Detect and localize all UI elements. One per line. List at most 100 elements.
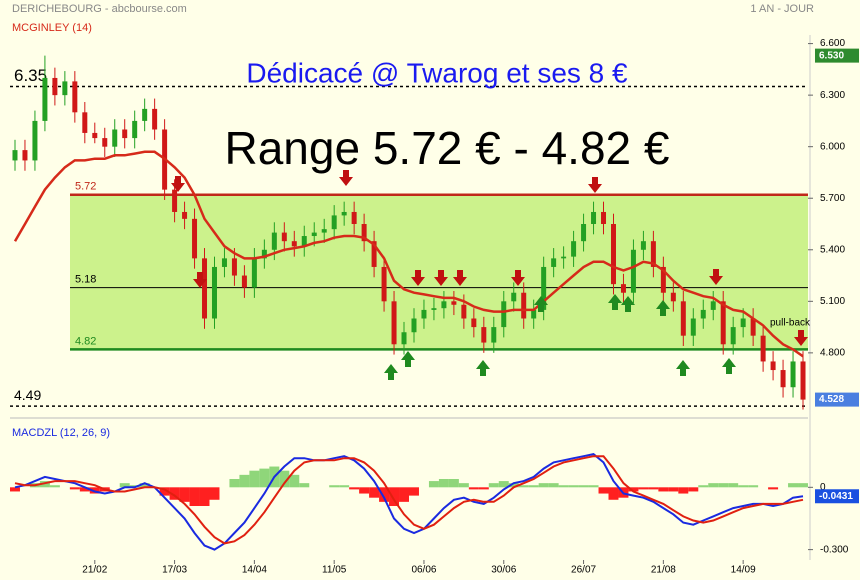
histogram-bar <box>119 483 130 488</box>
annotation: Dédicacé @ Twarog et ses 8 € <box>246 57 628 88</box>
candle-body <box>102 138 108 147</box>
candle-body <box>730 327 736 345</box>
candle-body <box>251 258 257 288</box>
histogram-bar <box>179 487 190 502</box>
price-marker <box>815 489 859 504</box>
histogram-bar <box>488 483 499 488</box>
candle-body <box>32 120 38 161</box>
histogram-bar <box>458 483 469 488</box>
candle-body <box>52 77 58 96</box>
annotation: Range 5.72 € - 4.82 € <box>225 122 670 174</box>
histogram-bar <box>528 485 539 488</box>
x-tick-label: 06/06 <box>411 565 436 576</box>
x-tick-label: 21/08 <box>651 565 676 576</box>
price-marker-label: 6.530 <box>819 50 844 61</box>
candle-body <box>132 120 138 139</box>
candle-body <box>182 211 188 219</box>
y-tick-label: 4.800 <box>820 348 845 359</box>
candle-body <box>291 241 297 247</box>
candle-body <box>12 150 18 161</box>
candle-body <box>381 266 387 302</box>
histogram-bar <box>399 487 409 502</box>
y-tick-label: -0.300 <box>820 544 849 555</box>
candle-body <box>461 304 467 319</box>
histogram-bar <box>49 485 60 488</box>
candle-body <box>331 215 337 230</box>
histogram-bar <box>668 487 679 492</box>
candle-body <box>401 332 407 345</box>
candle-body <box>800 361 806 400</box>
candle-body <box>172 189 178 212</box>
candle-body <box>62 81 68 96</box>
histogram-bar <box>438 479 449 488</box>
level-label: 6.35 <box>14 66 47 85</box>
histogram-bar <box>169 487 180 500</box>
candle-body <box>321 229 327 233</box>
y-tick-label: 0 <box>820 482 826 493</box>
candle-body <box>591 211 597 224</box>
histogram-bar <box>748 485 759 488</box>
price-marker-label: -0.0431 <box>819 491 853 502</box>
candle-body <box>211 266 217 319</box>
histogram-bar <box>159 487 170 496</box>
up-arrow <box>676 360 690 376</box>
histogram-bar <box>299 483 310 488</box>
candle-body <box>780 370 786 388</box>
histogram-bar <box>349 487 360 490</box>
level-label: 5.72 <box>75 181 96 193</box>
candle-body <box>531 309 537 319</box>
histogram-bar <box>249 470 260 488</box>
histogram-bar <box>379 487 390 502</box>
histogram-bar <box>10 487 20 492</box>
histogram-bar <box>448 479 459 488</box>
candle-body <box>650 241 656 267</box>
histogram-bar <box>688 487 699 492</box>
level-label: 4.49 <box>14 387 41 403</box>
candle-body <box>511 292 517 302</box>
candle-body <box>770 361 776 371</box>
candle-body <box>451 301 457 305</box>
histogram-bar <box>339 485 350 488</box>
candle-body <box>521 292 527 319</box>
candle-body <box>710 301 716 310</box>
candle-body <box>581 224 587 242</box>
candle-body <box>481 327 487 343</box>
x-tick-label: 26/07 <box>571 565 596 576</box>
candle-body <box>630 249 636 293</box>
candle-body <box>112 129 118 147</box>
histogram-bar <box>239 474 250 488</box>
histogram-bar <box>788 483 799 488</box>
candle-body <box>790 361 796 388</box>
histogram-bar <box>189 487 200 506</box>
annotation: pull-back <box>770 318 811 329</box>
candle-body <box>640 241 646 250</box>
histogram-bar <box>329 485 340 488</box>
price-marker-label: 4.528 <box>819 394 844 405</box>
line-series <box>14 453 804 551</box>
histogram-bar <box>518 485 529 488</box>
x-tick-label: 11/05 <box>322 565 347 576</box>
panel-title: MACDZL (12, 26, 9) <box>12 427 110 439</box>
histogram-bar <box>209 487 220 500</box>
price-marker <box>815 392 859 407</box>
candle-body <box>431 308 437 310</box>
histogram-bar <box>548 483 559 488</box>
y-tick-label: 6.600 <box>820 38 845 49</box>
line-series <box>14 455 804 545</box>
candle-body <box>152 108 158 130</box>
candle-body <box>361 224 367 242</box>
candle-body <box>261 249 267 259</box>
histogram-bar <box>69 487 80 490</box>
candle-body <box>82 112 88 133</box>
histogram-bar <box>738 485 749 488</box>
candle-body <box>311 232 317 237</box>
annotations: Dédicacé @ Twarog et ses 8 € Range 5.72 … <box>171 57 811 380</box>
chart-title: DERICHEBOURG - abcbourse.com <box>12 3 187 15</box>
histogram-bar <box>389 487 400 506</box>
histogram-bar <box>139 483 150 488</box>
y-tick-label: 5.400 <box>820 244 845 255</box>
candle-body <box>221 258 227 267</box>
histogram-bar <box>558 485 569 488</box>
candle-body <box>411 318 417 333</box>
histogram-bar <box>538 483 549 488</box>
